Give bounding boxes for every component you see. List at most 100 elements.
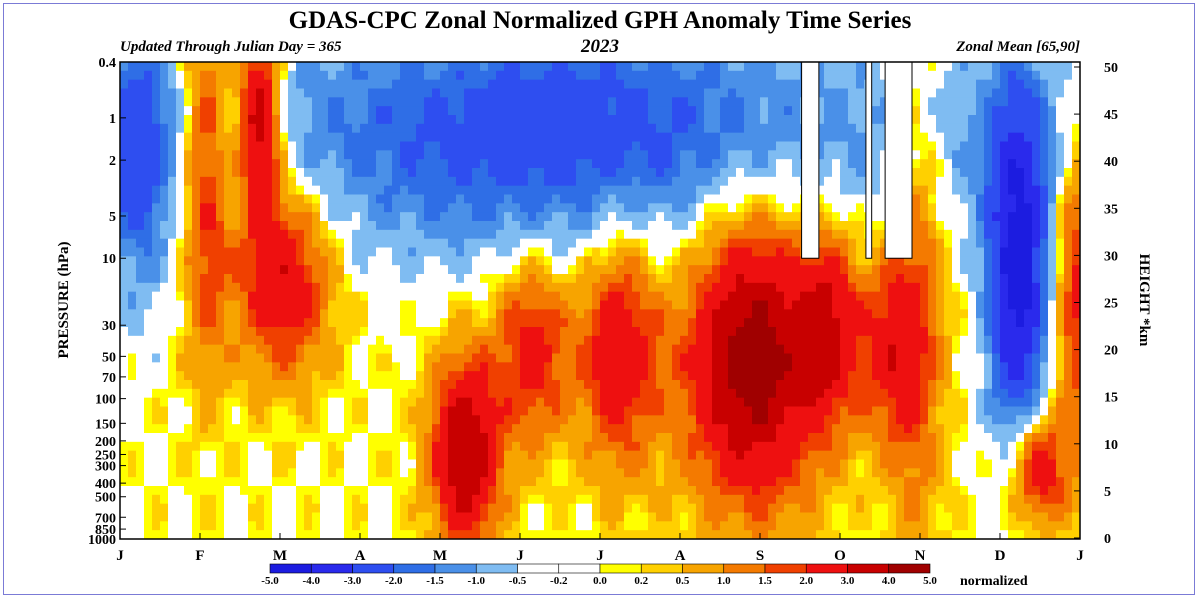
heatmap-cell <box>208 141 217 151</box>
heatmap-cell <box>584 441 593 452</box>
heatmap-cell <box>392 406 401 416</box>
heatmap-cell <box>752 194 761 204</box>
heatmap-cell <box>416 424 425 434</box>
heatmap-cell <box>344 486 353 496</box>
heatmap-cell <box>840 150 849 160</box>
heatmap-cell <box>384 494 393 505</box>
heatmap-cell <box>424 468 433 478</box>
heatmap-cell <box>744 486 753 496</box>
heatmap-cell <box>592 247 601 257</box>
heatmap-cell <box>480 309 489 319</box>
heatmap-cell <box>536 203 545 213</box>
heatmap-cell <box>832 282 841 293</box>
heatmap-cell <box>504 203 513 213</box>
heatmap-cell <box>688 70 697 81</box>
heatmap-cell <box>680 486 689 496</box>
heatmap-cell <box>576 106 585 116</box>
heatmap-cell <box>536 450 545 461</box>
heatmap-cell <box>128 459 137 469</box>
heatmap-cell <box>496 353 505 363</box>
heatmap-cell <box>832 150 841 160</box>
heatmap-cell <box>288 79 297 90</box>
heatmap-cell <box>184 123 193 134</box>
heatmap-cell <box>680 397 689 408</box>
heatmap-cell <box>592 141 601 151</box>
heatmap-cell <box>784 62 793 72</box>
heatmap-cell <box>152 194 161 204</box>
heatmap-cell <box>424 521 433 531</box>
heatmap-cell <box>232 176 241 187</box>
heatmap-cell <box>736 256 745 266</box>
heatmap-cell <box>288 274 297 284</box>
heatmap-cell <box>520 176 529 187</box>
heatmap-cell <box>384 274 393 284</box>
heatmap-cell <box>352 291 361 302</box>
heatmap-cell <box>608 229 617 240</box>
heatmap-cell <box>440 282 449 293</box>
heatmap-cell <box>784 185 793 196</box>
heatmap-cell <box>848 238 857 249</box>
heatmap-cell <box>632 459 641 469</box>
heatmap-cell <box>376 362 385 372</box>
heatmap-cell <box>360 97 369 107</box>
heatmap-cell <box>816 176 825 187</box>
heatmap-cell <box>592 388 601 399</box>
heatmap-cell <box>400 380 409 390</box>
heatmap-cell <box>768 371 777 381</box>
heatmap-cell <box>664 176 673 187</box>
heatmap-cell <box>768 468 777 478</box>
heatmap-cell <box>696 309 705 319</box>
heatmap-cell <box>608 238 617 249</box>
heatmap-cell <box>216 318 225 328</box>
heatmap-cell <box>552 238 561 249</box>
heatmap-cell <box>848 115 857 125</box>
heatmap-cell <box>776 344 785 355</box>
heatmap-cell <box>600 371 609 381</box>
heatmap-cell <box>496 123 505 134</box>
heatmap-cell <box>432 433 441 443</box>
heatmap-cell <box>568 291 577 302</box>
heatmap-cell <box>400 168 409 178</box>
heatmap-cell <box>472 115 481 125</box>
heatmap-cell <box>184 397 193 408</box>
heatmap-cell <box>328 309 337 319</box>
heatmap-cell <box>712 327 721 337</box>
heatmap-cell <box>160 203 169 213</box>
heatmap-cell <box>120 62 129 72</box>
heatmap-cell <box>656 282 665 293</box>
heatmap-cell <box>728 362 737 372</box>
heatmap-cell <box>656 115 665 125</box>
heatmap-cell <box>232 380 241 390</box>
heatmap-cell <box>520 238 529 249</box>
heatmap-cell <box>856 168 865 178</box>
heatmap-cell <box>392 318 401 328</box>
heatmap-cell <box>432 159 441 169</box>
heatmap-cell <box>600 486 609 496</box>
heatmap-cell <box>600 309 609 319</box>
heatmap-cell <box>512 291 521 302</box>
heatmap-cell <box>512 433 521 443</box>
heatmap-cell <box>776 229 785 240</box>
heatmap-cell <box>584 397 593 408</box>
heatmap-cell <box>808 344 817 355</box>
heatmap-cell <box>128 318 137 328</box>
heatmap-cell <box>568 388 577 399</box>
heatmap-cell <box>200 353 209 363</box>
heatmap-cell <box>640 106 649 116</box>
heatmap-cell <box>264 265 273 275</box>
heatmap-cell <box>400 503 409 514</box>
heatmap-cell <box>584 353 593 363</box>
heatmap-cell <box>432 353 441 363</box>
heatmap-cell <box>696 503 705 514</box>
heatmap-cell <box>824 459 833 469</box>
heatmap-cell <box>320 344 329 355</box>
heatmap-cell <box>744 327 753 337</box>
heatmap-cell <box>448 159 457 169</box>
heatmap-cell <box>544 494 553 505</box>
heatmap-cell <box>368 150 377 160</box>
heatmap-cell <box>504 424 513 434</box>
heatmap-cell <box>488 327 497 337</box>
heatmap-cell <box>712 512 721 522</box>
heatmap-cell <box>608 176 617 187</box>
heatmap-cell <box>672 97 681 107</box>
